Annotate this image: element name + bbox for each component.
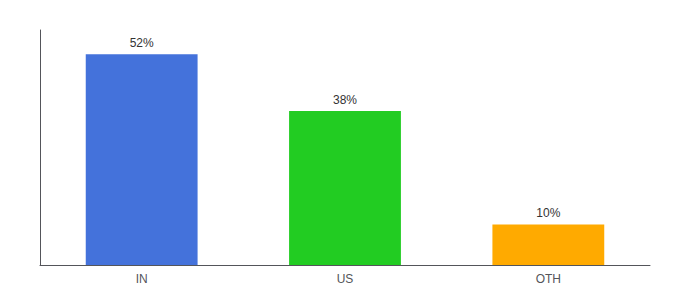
svg-text:IN: IN (136, 272, 148, 286)
svg-text:OTH: OTH (536, 272, 561, 286)
svg-text:52%: 52% (130, 36, 154, 50)
svg-text:10%: 10% (536, 206, 560, 220)
svg-text:US: US (337, 272, 354, 286)
svg-text:38%: 38% (333, 93, 357, 107)
